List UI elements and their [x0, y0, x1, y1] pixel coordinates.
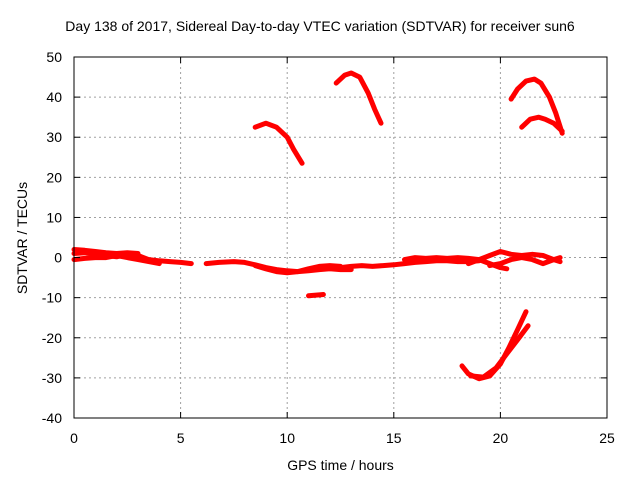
series-arc-near-zero-c	[252, 263, 343, 276]
y-tick-label: 10	[46, 209, 62, 225]
y-tick-label: 20	[46, 169, 62, 185]
plot-frame	[73, 56, 608, 419]
axis-ticks: 0 5 10 15 20 25 -40 -30 -20 -10 0 10 20 30 40 50	[42, 49, 615, 446]
series-arc-trough-minus-30b	[468, 323, 531, 380]
chart-title: Day 138 of 2017, Sidereal Day-to-day VTE…	[65, 18, 575, 34]
x-tick-label: 25	[599, 430, 615, 446]
series-arc-near-zero-d	[338, 258, 482, 271]
y-tick-label: -20	[42, 330, 62, 346]
series-arc-near-zero-f	[465, 249, 563, 267]
x-tick-label: 0	[70, 430, 78, 446]
x-axis-label: GPS time / hours	[287, 457, 394, 473]
y-tick-label: 40	[46, 89, 62, 105]
y-tick-label: -40	[42, 410, 62, 426]
data-series	[71, 70, 565, 382]
x-tick-label: 15	[386, 430, 402, 446]
series-arc-peak-45	[508, 76, 565, 136]
series-arc-peak-33	[252, 120, 305, 166]
series-arc-near-zero-g	[487, 255, 563, 269]
x-tick-label: 20	[493, 430, 509, 446]
grid-lines	[74, 57, 607, 418]
series-arc-peak-35	[519, 114, 565, 134]
series-arc-short-minus-9	[306, 292, 326, 299]
series-arc-near-zero-a3	[71, 247, 141, 256]
y-tick-label: 30	[46, 129, 62, 145]
x-tick-label: 5	[177, 430, 185, 446]
y-tick-label: 0	[54, 250, 62, 266]
y-tick-label: -10	[42, 290, 62, 306]
x-tick-label: 10	[279, 430, 295, 446]
y-tick-label: -30	[42, 370, 62, 386]
series-arc-peak-46	[333, 70, 384, 126]
y-tick-label: 50	[46, 49, 62, 65]
